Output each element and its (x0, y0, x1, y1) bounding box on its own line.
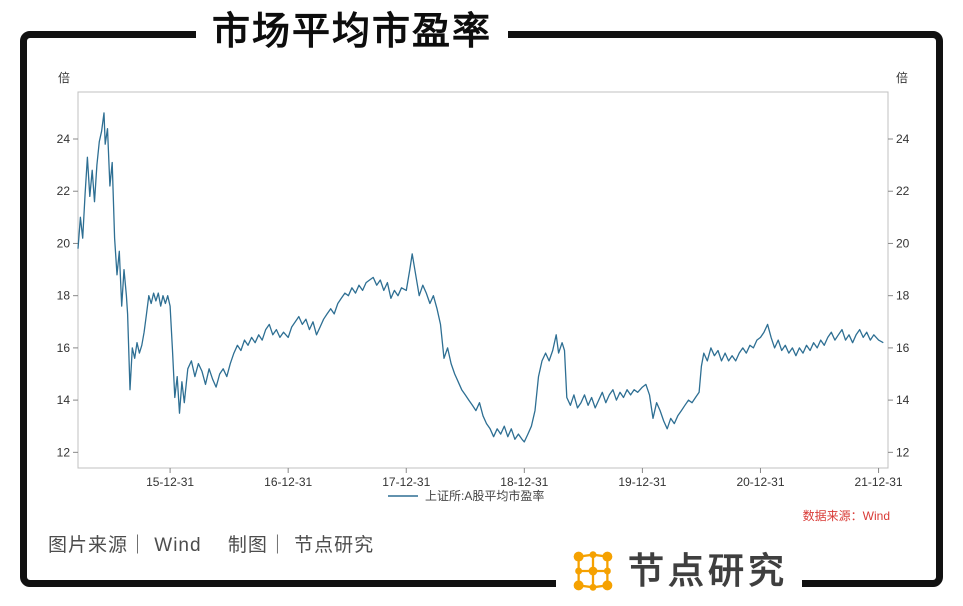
y-axis-tick-label-left: 14 (57, 393, 71, 407)
y-axis-tick-label-right: 24 (896, 132, 910, 146)
y-axis-tick-label-right: 14 (896, 393, 910, 407)
y-axis-tick-label-left: 24 (57, 132, 71, 146)
y-axis-tick-label-left: 22 (57, 184, 71, 198)
x-axis-tick-label: 17-12-31 (382, 475, 430, 489)
node-research-logo: 节点研究 (556, 545, 803, 597)
y-axis-tick-label-right: 12 (896, 445, 910, 459)
x-axis-tick-label: 18-12-31 (500, 475, 548, 489)
y-axis-unit-label-right: 倍 (896, 70, 908, 85)
page-title: 市场平均市盈率 (196, 8, 509, 56)
x-axis-tick-label: 16-12-31 (264, 475, 312, 489)
node-research-logo-text: 节点研究 (628, 550, 789, 591)
pe-series-line (77, 112, 884, 443)
y-axis-tick-label-right: 16 (896, 341, 910, 355)
credit-line: 图片来源｜ Wind 制图｜ 节点研究 (48, 535, 375, 556)
x-axis-tick-label: 21-12-31 (855, 475, 903, 489)
pe-line-chart: 12 12 14 14 16 16 18 18 20 20 22 22 24 24 倍 倍 15-12-31 16… (57, 70, 910, 503)
y-axis-tick-label-right: 20 (896, 236, 910, 250)
legend-label: 上证所:A股平均市盈率 (425, 488, 544, 503)
plot-border (77, 91, 889, 469)
logo-grid-dots (573, 551, 613, 591)
x-axis-tick-label: 15-12-31 (146, 475, 194, 489)
x-axis-tick-label: 19-12-31 (618, 475, 666, 489)
y-axis-tick-label-left: 20 (57, 236, 71, 250)
data-source-note: 数据来源：Wind (802, 509, 890, 523)
node-research-logo-icon (573, 551, 613, 591)
y-axis-tick-label-left: 18 (57, 289, 71, 303)
y-axis-unit-label-left: 倍 (58, 70, 70, 85)
y-axis-tick-label-right: 18 (896, 289, 910, 303)
y-axis-tick-label-left: 16 (57, 341, 71, 355)
y-axis-tick-label-right: 22 (896, 184, 910, 198)
y-axis-tick-label-left: 12 (57, 445, 71, 459)
x-axis-tick-label: 20-12-31 (736, 475, 784, 489)
